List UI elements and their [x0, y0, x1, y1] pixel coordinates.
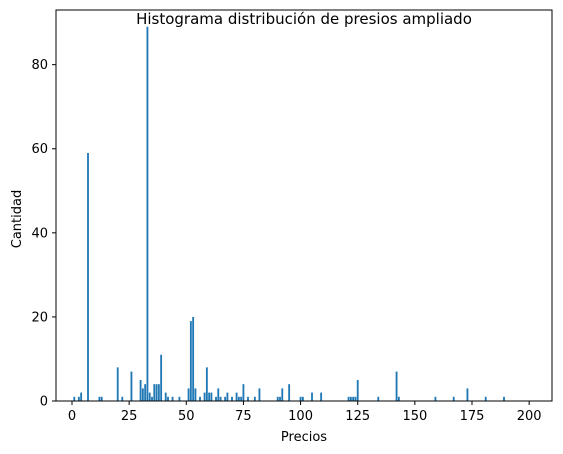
- bar: [224, 396, 227, 401]
- bar: [231, 396, 233, 401]
- bar: [151, 396, 153, 401]
- bar: [178, 396, 181, 401]
- bar: [503, 396, 505, 401]
- bar: [349, 396, 352, 401]
- bar: [208, 392, 211, 401]
- bar: [189, 321, 192, 401]
- bar: [130, 371, 133, 401]
- bar: [434, 396, 437, 401]
- bar: [167, 396, 169, 401]
- bar: [116, 367, 119, 401]
- x-tick-label: 175: [460, 409, 485, 424]
- x-tick-label: 125: [345, 409, 370, 424]
- bar: [141, 388, 144, 401]
- bar: [452, 396, 455, 401]
- bar: [347, 396, 350, 401]
- bar: [215, 396, 217, 401]
- bar: [192, 316, 195, 401]
- bar: [352, 396, 355, 401]
- bar: [226, 392, 229, 401]
- bar: [80, 392, 83, 401]
- bar: [205, 367, 208, 401]
- bars-group: [73, 26, 505, 401]
- bar: [160, 354, 163, 401]
- bar: [311, 392, 313, 401]
- bar: [276, 396, 279, 401]
- bar: [144, 384, 147, 401]
- x-tick-label: 25: [121, 409, 138, 424]
- y-ticks: 0 20 40 60 80: [31, 58, 56, 410]
- bar: [164, 392, 167, 401]
- bar: [354, 396, 357, 401]
- chart-title: Histograma distribución de presios ampli…: [136, 10, 472, 28]
- bar: [139, 379, 142, 401]
- bar: [279, 396, 281, 401]
- y-tick-label: 20: [31, 310, 48, 325]
- x-tick-label: 150: [402, 409, 427, 424]
- bar: [356, 379, 359, 401]
- x-tick-label: 100: [288, 409, 313, 424]
- bar: [258, 388, 261, 401]
- bar: [157, 384, 160, 401]
- bar: [395, 371, 398, 401]
- x-tick-label: 200: [517, 409, 542, 424]
- bar: [87, 152, 89, 401]
- bar: [242, 384, 245, 401]
- bar: [397, 396, 400, 401]
- bar: [235, 392, 238, 401]
- bar: [247, 396, 249, 401]
- bar: [484, 396, 487, 401]
- bar: [187, 388, 190, 401]
- x-ticks: 0 25 50 75 100 125 150 175 200: [68, 401, 542, 424]
- bar: [194, 388, 197, 401]
- bar: [73, 396, 76, 401]
- bar: [219, 396, 222, 401]
- y-tick-label: 40: [31, 226, 48, 241]
- x-tick-label: 0: [68, 409, 76, 424]
- bar: [203, 392, 206, 401]
- y-tick-label: 80: [31, 58, 48, 73]
- x-axis-label: Precios: [281, 430, 327, 445]
- bar: [153, 384, 156, 401]
- bar: [146, 26, 149, 401]
- bar: [299, 396, 302, 401]
- bar: [217, 388, 220, 401]
- bar: [155, 384, 158, 401]
- bar: [77, 396, 80, 401]
- bar: [237, 396, 240, 401]
- bar: [320, 392, 323, 401]
- bar: [199, 396, 201, 401]
- x-tick-label: 75: [235, 409, 252, 424]
- y-axis-label: Cantidad: [10, 190, 25, 248]
- bar: [121, 396, 124, 401]
- bar: [466, 388, 469, 401]
- bar: [240, 396, 243, 401]
- bar: [301, 396, 304, 401]
- bar: [148, 392, 151, 401]
- bar: [281, 388, 284, 401]
- x-tick-label: 50: [178, 409, 195, 424]
- bar: [210, 392, 213, 401]
- bar: [98, 396, 101, 401]
- y-tick-label: 0: [40, 395, 48, 410]
- bar: [288, 384, 291, 401]
- y-tick-label: 60: [31, 142, 48, 157]
- bar: [253, 396, 256, 401]
- bar: [171, 396, 174, 401]
- plot-frame: [55, 9, 553, 402]
- bar: [377, 396, 380, 401]
- bar: [100, 396, 103, 401]
